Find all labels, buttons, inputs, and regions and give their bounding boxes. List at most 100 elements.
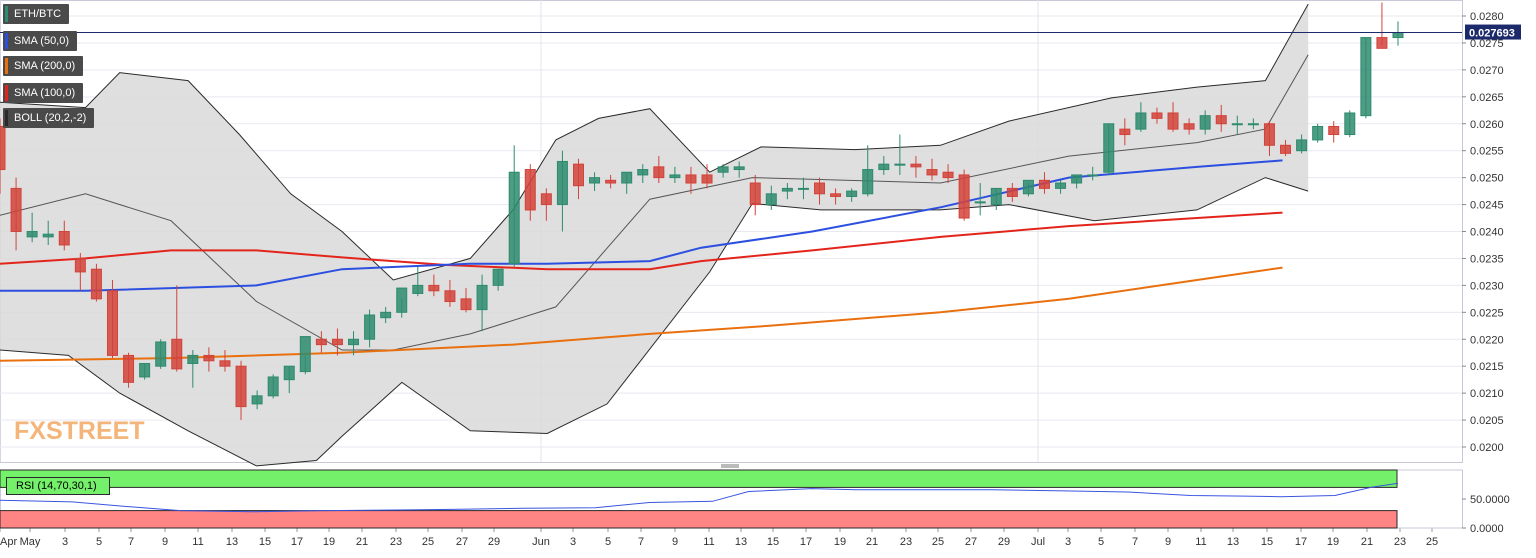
candle-body bbox=[1183, 123, 1195, 130]
candle bbox=[1215, 104, 1227, 132]
candle bbox=[492, 268, 504, 291]
candle bbox=[1328, 121, 1340, 143]
candle-body bbox=[653, 166, 665, 179]
candle bbox=[348, 331, 360, 356]
candle bbox=[1119, 118, 1131, 146]
candle-body bbox=[942, 171, 954, 179]
rsi-legend[interactable]: RSI (14,70,30,1) bbox=[6, 477, 110, 495]
candle bbox=[10, 177, 22, 251]
candle bbox=[669, 166, 681, 184]
candle bbox=[990, 187, 1002, 210]
x-tick-label: 7 bbox=[1132, 536, 1138, 548]
candle-body bbox=[235, 365, 247, 408]
candle-body bbox=[155, 341, 167, 367]
symbol-swatch bbox=[5, 6, 8, 22]
x-tick-label: 15 bbox=[767, 536, 779, 548]
legend-sma100-label: SMA (100,0) bbox=[14, 87, 76, 99]
candle-body bbox=[90, 268, 102, 300]
rsi-oversold-zone bbox=[0, 510, 1398, 529]
candle-body bbox=[315, 338, 327, 346]
x-tick-label: 19 bbox=[323, 536, 335, 548]
candle bbox=[171, 285, 183, 372]
candle bbox=[814, 177, 826, 205]
brand-part2: STREET bbox=[45, 417, 145, 445]
candle bbox=[894, 134, 906, 175]
x-tick-label: 19 bbox=[834, 536, 846, 548]
candle bbox=[1151, 107, 1163, 124]
x-tick-label: 27 bbox=[965, 536, 977, 548]
x-tick-label: 13 bbox=[1227, 536, 1239, 548]
price-tag-box bbox=[1465, 24, 1521, 40]
candle-body bbox=[1312, 125, 1324, 141]
candle bbox=[830, 188, 842, 205]
candle bbox=[428, 274, 440, 297]
candle-body bbox=[894, 163, 906, 166]
candle bbox=[717, 164, 729, 178]
candle-body bbox=[621, 171, 633, 184]
candle bbox=[605, 174, 617, 189]
candle bbox=[1135, 102, 1147, 132]
rsi-legend-label: RSI (14,70,30,1) bbox=[16, 480, 97, 492]
candle-body bbox=[58, 231, 70, 246]
legend-boll[interactable]: BOLL (20,2,-2) bbox=[3, 108, 95, 128]
candle-body bbox=[637, 169, 649, 176]
x-tick-label: 11 bbox=[703, 536, 714, 548]
x-tick-label: 3 bbox=[62, 536, 68, 548]
x-tick-label: 11 bbox=[192, 536, 203, 548]
candle-body bbox=[251, 395, 263, 405]
candle-body bbox=[1038, 179, 1050, 189]
candle-body bbox=[797, 187, 809, 190]
candle bbox=[412, 266, 424, 297]
candle-body bbox=[476, 284, 488, 311]
y-tick-label: 0.0245 bbox=[1470, 200, 1504, 212]
legend-sma100[interactable]: SMA (100,0) bbox=[3, 83, 84, 103]
candle-body bbox=[1263, 123, 1275, 146]
candle-body bbox=[572, 163, 584, 187]
legend-sma200[interactable]: SMA (200,0) bbox=[3, 56, 84, 76]
candle-body bbox=[1022, 179, 1034, 195]
candle-body bbox=[1199, 115, 1211, 130]
candle bbox=[1360, 37, 1372, 119]
candle bbox=[106, 279, 118, 359]
candle bbox=[0, 118, 6, 194]
candle-body bbox=[781, 187, 793, 192]
x-tick-label: 5 bbox=[605, 536, 611, 548]
y-tick-label: 0.0280 bbox=[1470, 11, 1504, 23]
candle-body bbox=[123, 354, 135, 383]
y-tick-label: 0.0250 bbox=[1470, 173, 1504, 185]
sma50-swatch bbox=[5, 33, 8, 49]
x-tick-label: 13 bbox=[226, 536, 238, 548]
candle-body bbox=[1135, 112, 1147, 130]
candle bbox=[926, 158, 938, 181]
candle-body bbox=[1167, 112, 1179, 130]
x-tick-label: 9 bbox=[162, 536, 168, 548]
x-tick-label: 23 bbox=[1394, 536, 1406, 548]
candle bbox=[74, 253, 86, 291]
candle bbox=[1376, 2, 1388, 49]
rsi-panel: 50.0000 0.0000 bbox=[0, 469, 1510, 535]
x-tick-label: 5 bbox=[1098, 536, 1104, 548]
candle-body bbox=[1151, 112, 1163, 119]
candle-body bbox=[219, 360, 231, 367]
candle bbox=[219, 350, 231, 372]
x-tick-label: 25 bbox=[422, 536, 434, 548]
bollinger-middle bbox=[0, 54, 1309, 351]
x-tick-label: Apr bbox=[0, 536, 17, 548]
candle bbox=[621, 171, 633, 194]
x-tick-label: 29 bbox=[488, 536, 500, 548]
candle-body bbox=[26, 231, 38, 238]
legend-sma50[interactable]: SMA (50,0) bbox=[3, 31, 78, 51]
candle bbox=[508, 145, 520, 267]
candle-body bbox=[1087, 174, 1099, 177]
candle bbox=[556, 150, 568, 232]
x-tick-label: 15 bbox=[1261, 536, 1273, 548]
y-tick-label: 0.0235 bbox=[1470, 253, 1504, 265]
candle-body bbox=[106, 290, 118, 356]
x-tick-label: 17 bbox=[1295, 536, 1307, 548]
candle-body bbox=[508, 171, 520, 265]
candle-body bbox=[540, 193, 552, 206]
candle bbox=[1167, 102, 1179, 132]
candle-body bbox=[283, 365, 295, 381]
